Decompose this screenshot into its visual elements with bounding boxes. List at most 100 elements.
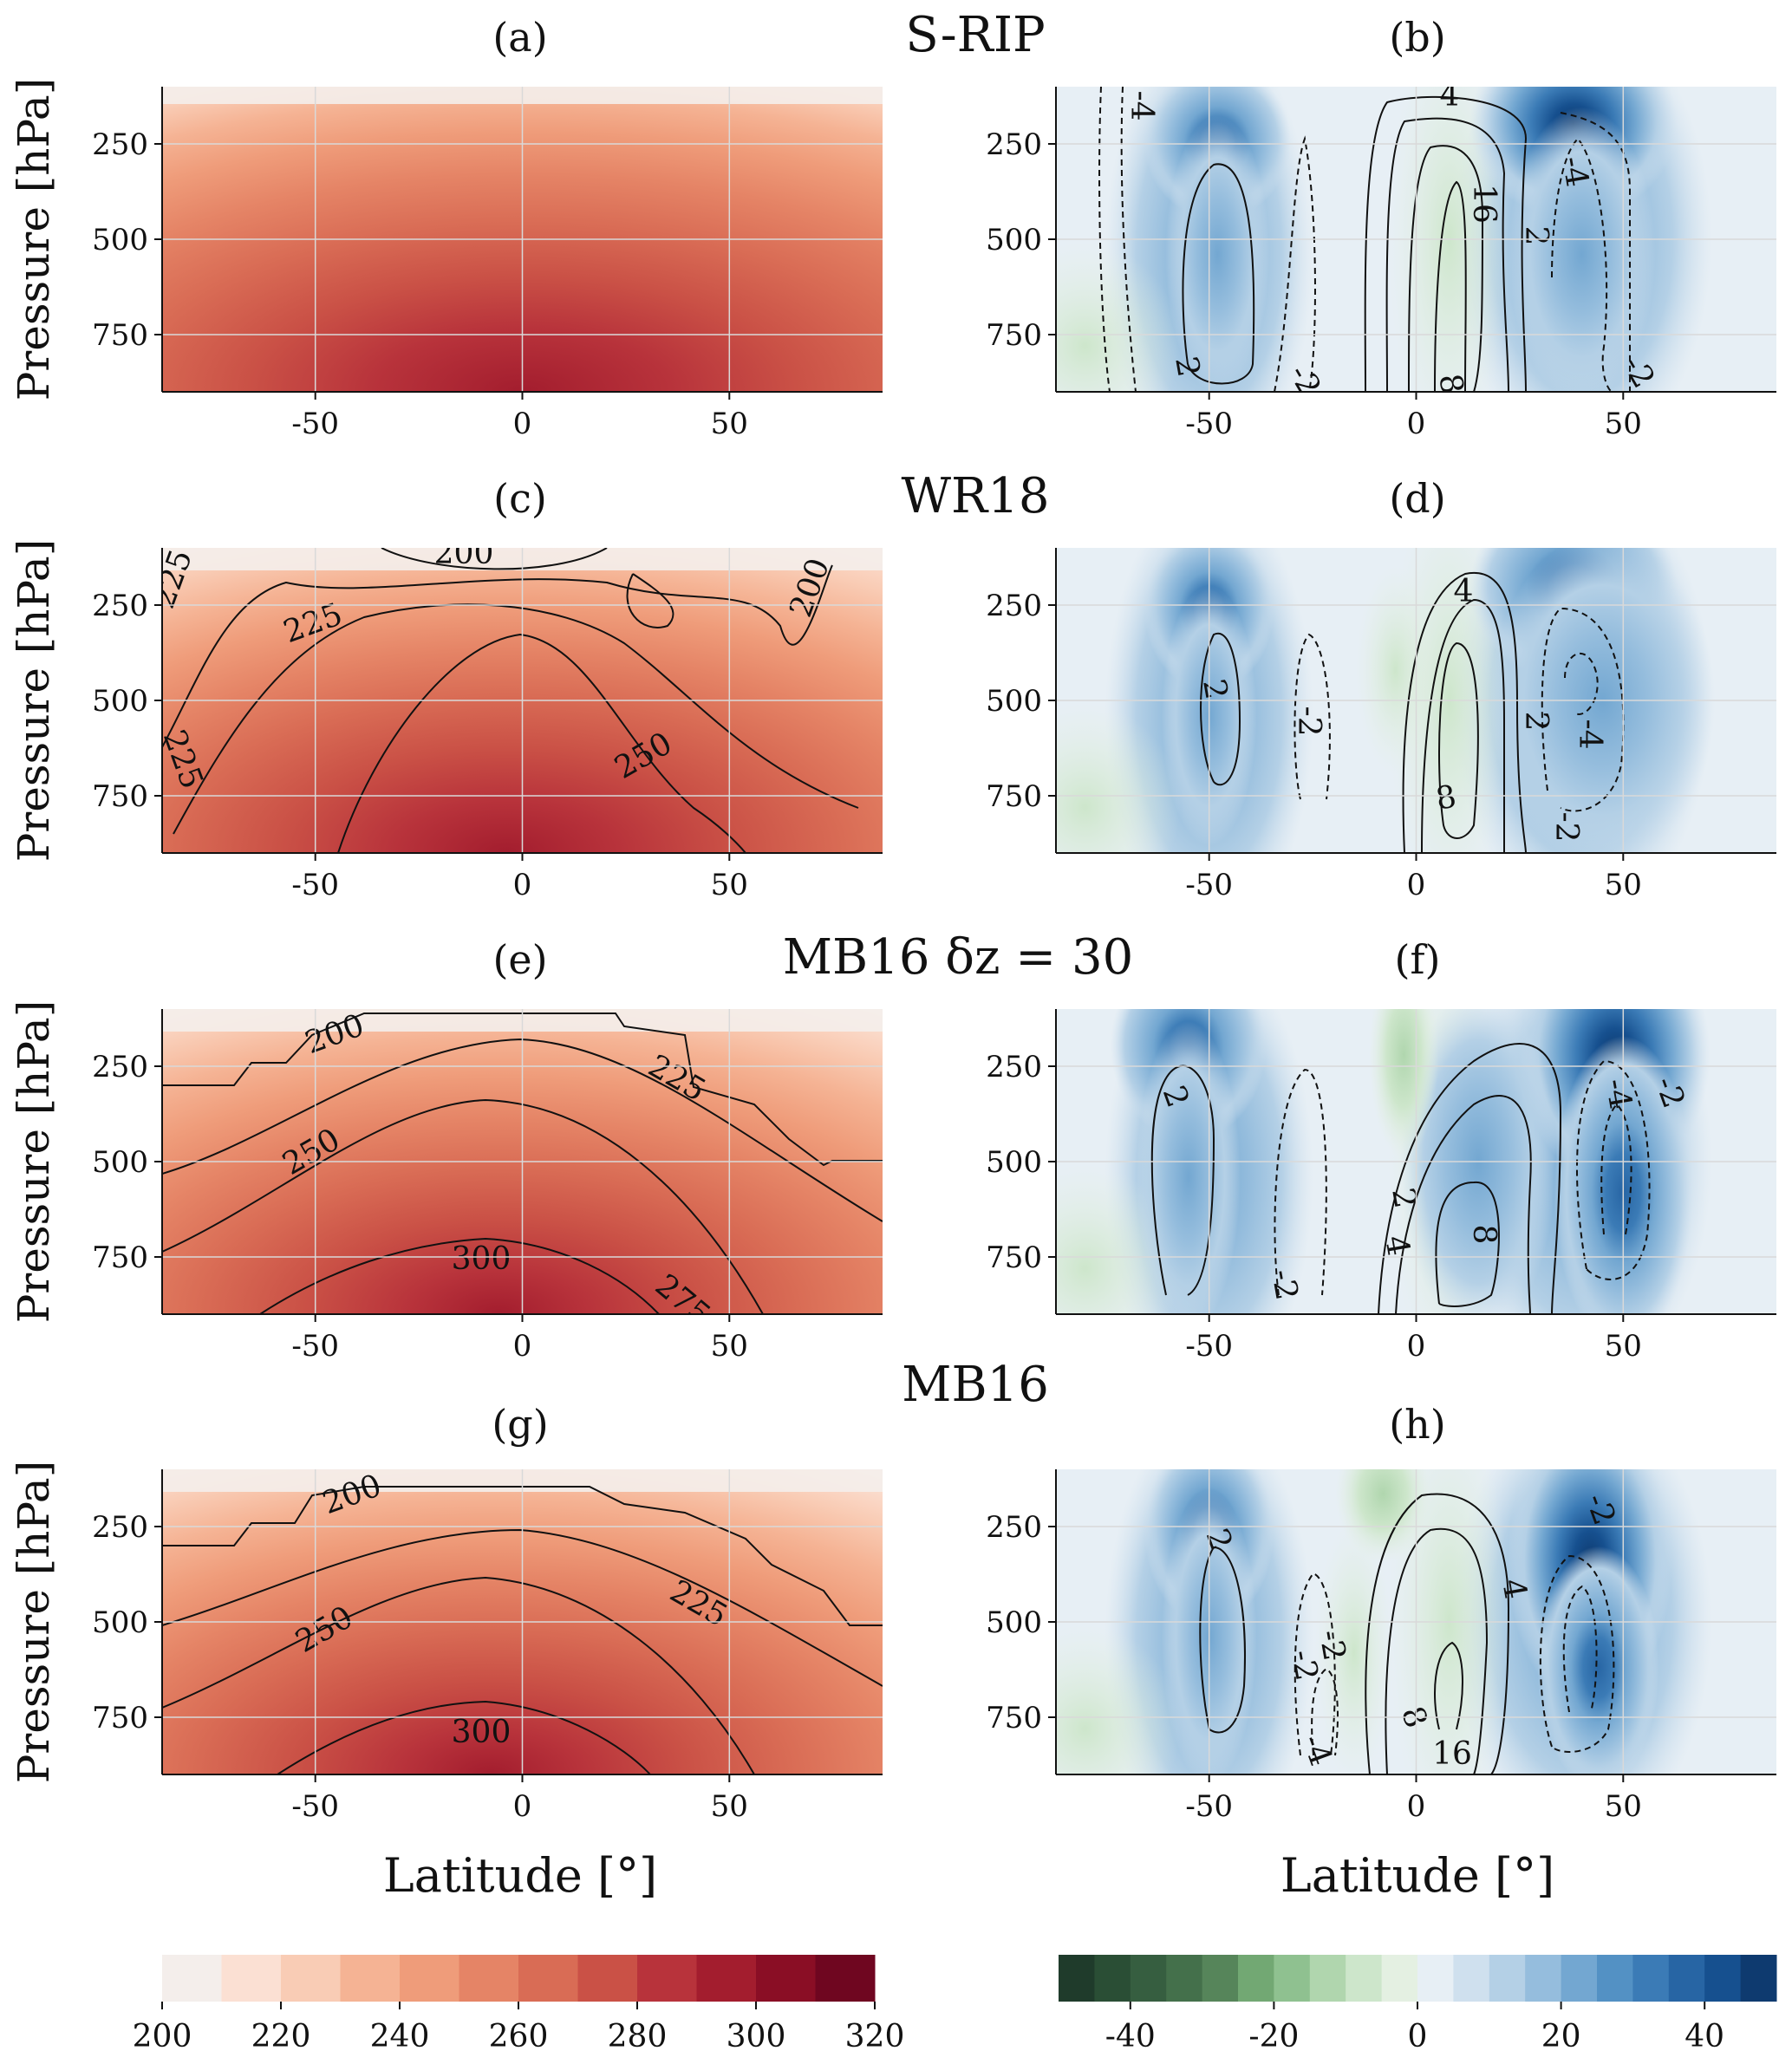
x-tick-label: 50 [711,407,748,441]
panel-label: (e) [492,936,547,983]
colorbar-tick-label: 0 [1408,2019,1428,2051]
x-tick-label: -50 [1185,1789,1233,1824]
colorbar-segment [1632,1955,1670,2002]
colorbar-segment [637,1955,697,2002]
contour-line [1385,1527,1489,1774]
colorbar-segment [1274,1955,1311,2002]
contour-label: -2 [1291,706,1326,736]
x-tick-label: 50 [1605,1789,1642,1824]
contour-label: 2 [1518,226,1554,246]
x-tick-label: -50 [1185,868,1233,902]
x-axis-label: Latitude [°] [383,1848,657,1903]
contour-label: 200 [434,536,494,571]
y-tick-label: 750 [92,1240,148,1275]
contour-line [337,633,746,853]
contour-line [1539,1554,1615,1753]
x-tick-label: 50 [1605,1329,1642,1364]
colorbar-tick-label: 40 [1684,2019,1724,2051]
contour-line [1293,633,1331,800]
colorbar-segment [459,1955,519,2002]
colorbar-segment [1309,1955,1346,2002]
row-title: S-RIP [905,7,1045,63]
left-axes: -50 0 50 250 500 750 [92,1469,883,1824]
colorbar-segment [756,1955,816,2002]
colorbar-segment [815,1955,876,2002]
y-tick-label: 500 [986,684,1042,719]
colorbar-segment [1597,1955,1633,2002]
y-tick-label: 750 [92,1701,148,1735]
wind-panel [1056,548,1776,853]
x-tick-label: -50 [291,868,339,902]
y-axis-label: Pressure [hPa] [9,1000,59,1323]
panel-label: (f) [1395,936,1441,983]
colorbar-tick-label: 220 [251,2019,311,2051]
y-tick-label: 250 [986,1050,1042,1084]
contour-label: -2 [1284,1647,1324,1683]
contour-label: 8 [1431,371,1469,397]
contour-line [1120,87,1137,392]
contour-label: 2 [1518,712,1554,732]
y-tick-label: 750 [986,1240,1042,1275]
y-tick-label: 250 [92,1510,148,1545]
x-axis-label: Latitude [°] [1280,1848,1554,1903]
contour-line [1200,632,1241,786]
left-axes: -50 0 50 250 500 750 [92,87,883,441]
colorbar-segment [1417,1955,1454,2002]
wind-blob [1369,1009,1439,1159]
contour-label: -4 [1598,1076,1638,1112]
contour-line [162,1098,764,1314]
x-tick-label: 0 [513,1329,532,1364]
contour-label: 300 [452,1715,512,1750]
x-tick-label: 0 [1407,868,1426,902]
colorbar-segment [1238,1955,1274,2002]
contour-line [277,1700,651,1774]
contour-line [1274,1068,1327,1296]
contour-label: 16 [1466,184,1502,224]
y-tick-label: 500 [92,684,148,719]
x-tick-label: 0 [1407,1329,1426,1364]
contour-line [1434,180,1467,392]
y-tick-label: 250 [92,1050,148,1084]
colorbar-segment [1525,1955,1562,2002]
contour-line [1364,95,1528,392]
colorbar-segment [400,1955,459,2002]
y-tick-label: 500 [986,1145,1042,1180]
right-axes: -50 0 50 250 500 750 [986,87,1776,441]
contour-line [1564,652,1599,715]
y-axis-label: Pressure [hPa] [9,1461,59,1783]
contour-line [162,1486,883,1626]
left-axes: -50 0 50 250 500 750 [92,1009,883,1364]
x-tick-label: 50 [1605,868,1642,902]
wind-blob [1356,565,1435,774]
x-tick-label: -50 [291,1789,339,1824]
colorbar-segment [1130,1955,1167,2002]
colorbar-segment [1059,1955,1095,2002]
colorbar-tick-label: 300 [727,2019,786,2051]
contour-line [1541,607,1625,812]
x-tick-label: 50 [711,868,748,902]
colorbar-segment [696,1955,757,2002]
colorbar-tick-label: 200 [133,2019,192,2051]
colorbar-tick-label: 320 [845,2019,905,2051]
colorbar-segment [1202,1955,1239,2002]
contour-label: 300 [452,1241,512,1277]
contour-label: -4 [1572,719,1607,749]
contour-line [1402,571,1527,853]
contour-label: -4 [1124,90,1159,120]
colorbar-segment [518,1955,578,2002]
x-tick-label: -50 [291,1329,339,1364]
colorbar-segment [221,1955,282,2002]
panel-label: (c) [493,475,547,522]
x-tick-label: 0 [513,868,532,902]
contour-label: 16 [1432,1736,1472,1772]
colorbar-segment [1453,1955,1490,2002]
y-tick-label: 250 [986,589,1042,623]
contour-line [1293,1572,1336,1756]
colorbar-segment [577,1955,638,2002]
x-tick-label: 0 [1407,1789,1426,1824]
wind-blob [1056,703,1181,853]
contour-line [1150,1065,1215,1296]
panel-label: (a) [492,14,547,61]
